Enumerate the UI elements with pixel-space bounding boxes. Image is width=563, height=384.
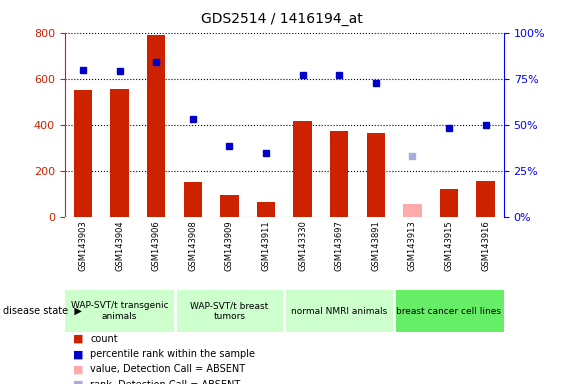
Text: ■: ■ xyxy=(73,334,84,344)
Bar xyxy=(330,131,348,217)
Text: GDS2514 / 1416194_at: GDS2514 / 1416194_at xyxy=(200,12,363,25)
Text: GSM143903: GSM143903 xyxy=(79,220,87,271)
Text: GSM143913: GSM143913 xyxy=(408,220,417,271)
Bar xyxy=(147,35,166,217)
Text: GSM143906: GSM143906 xyxy=(152,220,160,271)
Text: GSM143915: GSM143915 xyxy=(445,220,453,271)
Text: ■: ■ xyxy=(73,349,84,359)
Text: ■: ■ xyxy=(73,380,84,384)
Text: rank, Detection Call = ABSENT: rank, Detection Call = ABSENT xyxy=(90,380,240,384)
Text: GSM143904: GSM143904 xyxy=(115,220,124,271)
Bar xyxy=(257,202,275,217)
Bar xyxy=(367,133,385,217)
Text: GSM143916: GSM143916 xyxy=(481,220,490,271)
Text: value, Detection Call = ABSENT: value, Detection Call = ABSENT xyxy=(90,364,245,374)
Text: percentile rank within the sample: percentile rank within the sample xyxy=(90,349,255,359)
Bar xyxy=(175,290,284,332)
Text: WAP-SVT/t breast
tumors: WAP-SVT/t breast tumors xyxy=(190,301,269,321)
Bar xyxy=(74,90,92,217)
Bar xyxy=(476,181,495,217)
Bar xyxy=(394,290,504,332)
Text: GSM143697: GSM143697 xyxy=(335,220,343,271)
Text: ■: ■ xyxy=(73,364,84,374)
Text: GSM143911: GSM143911 xyxy=(262,220,270,271)
Bar xyxy=(220,195,239,217)
Text: GSM143908: GSM143908 xyxy=(189,220,197,271)
Text: disease state  ▶: disease state ▶ xyxy=(3,306,82,316)
Bar xyxy=(110,89,129,217)
Text: GSM143891: GSM143891 xyxy=(372,220,380,271)
Bar xyxy=(403,204,422,217)
Bar xyxy=(284,290,394,332)
Text: normal NMRI animals: normal NMRI animals xyxy=(291,306,387,316)
Text: GSM143330: GSM143330 xyxy=(298,220,307,271)
Text: count: count xyxy=(90,334,118,344)
Text: GSM143909: GSM143909 xyxy=(225,220,234,271)
Bar xyxy=(184,182,202,217)
Bar xyxy=(65,290,175,332)
Bar xyxy=(440,189,458,217)
Bar xyxy=(293,121,312,217)
Text: WAP-SVT/t transgenic
animals: WAP-SVT/t transgenic animals xyxy=(71,301,168,321)
Text: breast cancer cell lines: breast cancer cell lines xyxy=(396,306,502,316)
